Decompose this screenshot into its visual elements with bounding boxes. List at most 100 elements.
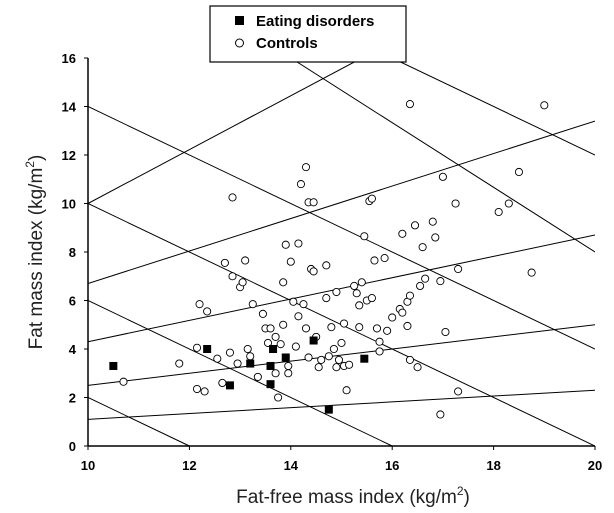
controls-point xyxy=(405,291,414,300)
y-axis-ticks: 0 2 4 6 8 10 12 14 16 xyxy=(62,51,88,454)
controls-point xyxy=(195,300,204,309)
controls-point xyxy=(281,240,290,249)
reference-line xyxy=(88,120,595,285)
controls-point xyxy=(253,372,262,381)
controls-point xyxy=(279,278,288,287)
controls-point xyxy=(301,163,311,172)
controls-point xyxy=(405,355,414,364)
controls-point xyxy=(200,387,209,396)
controls-point xyxy=(494,207,503,217)
controls-point xyxy=(218,378,227,388)
controls-point xyxy=(514,167,524,177)
eating-disorders-point xyxy=(266,380,275,389)
controls-point xyxy=(380,254,389,263)
controls-point xyxy=(367,194,376,203)
controls-point xyxy=(286,257,295,266)
controls-point xyxy=(451,199,460,208)
eating-disorders-point xyxy=(246,359,255,368)
controls-point xyxy=(246,352,255,361)
x-tick-label: 14 xyxy=(284,458,299,473)
controls-point xyxy=(279,320,288,329)
controls-point xyxy=(540,101,549,110)
eating-disorders-point xyxy=(203,345,212,353)
legend-box xyxy=(209,5,407,63)
controls-point xyxy=(322,294,331,303)
controls-point xyxy=(322,261,331,270)
controls-point xyxy=(248,300,257,309)
y-axis-label: Fat mass index (kg/m2) xyxy=(23,155,47,350)
x-tick-label: 20 xyxy=(588,458,602,473)
controls-point xyxy=(436,410,445,419)
eating-disorders-point xyxy=(109,361,118,370)
reference-line xyxy=(88,397,190,447)
controls-points xyxy=(119,100,549,419)
eating-disorders-points xyxy=(109,336,369,414)
controls-point xyxy=(284,369,293,378)
controls-point xyxy=(314,363,323,372)
reference-lines xyxy=(88,58,595,447)
controls-point xyxy=(431,233,440,242)
controls-point xyxy=(345,360,354,369)
controls-point xyxy=(284,361,293,371)
x-tick-label: 10 xyxy=(81,458,95,473)
controls-point xyxy=(413,363,422,372)
controls-point xyxy=(301,324,311,333)
controls-point xyxy=(332,287,341,297)
y-tick-label: 10 xyxy=(62,197,76,212)
controls-point xyxy=(454,387,463,396)
y-tick-label: 14 xyxy=(62,100,77,115)
reference-line xyxy=(88,58,363,204)
reference-line xyxy=(88,234,595,343)
legend-label-eating-disorders: Eating disorders xyxy=(256,13,374,30)
controls-point xyxy=(289,297,298,306)
controls-point xyxy=(276,340,285,349)
controls-point xyxy=(317,355,326,364)
reference-line xyxy=(88,324,595,386)
eating-disorders-point xyxy=(225,381,234,390)
controls-point xyxy=(428,217,437,226)
legend-circle-marker xyxy=(235,38,244,48)
controls-point xyxy=(403,321,412,331)
controls-point xyxy=(271,332,280,341)
controls-point xyxy=(410,221,420,230)
controls-point xyxy=(375,337,384,346)
controls-point xyxy=(454,264,463,274)
controls-point xyxy=(263,338,273,347)
controls-point xyxy=(398,229,407,238)
reference-line xyxy=(88,106,595,350)
controls-point xyxy=(367,294,376,303)
y-tick-label: 12 xyxy=(62,148,76,163)
controls-point xyxy=(405,100,414,109)
controls-point xyxy=(334,355,344,364)
controls-point xyxy=(274,393,283,402)
controls-point xyxy=(360,232,369,241)
controls-point xyxy=(258,309,267,318)
controls-point xyxy=(383,326,392,335)
controls-point xyxy=(421,274,430,283)
legend: Eating disorders Controls xyxy=(209,5,407,63)
controls-point xyxy=(327,323,336,332)
reference-line xyxy=(88,300,393,447)
controls-point xyxy=(192,384,202,394)
y-tick-label: 6 xyxy=(69,294,76,309)
legend-square-marker xyxy=(235,16,244,25)
controls-point xyxy=(238,278,247,287)
controls-point xyxy=(213,354,222,363)
reference-line xyxy=(88,389,595,420)
controls-point xyxy=(309,267,318,276)
controls-point xyxy=(266,324,275,333)
y-tick-label: 4 xyxy=(69,342,77,357)
y-tick-label: 16 xyxy=(62,51,76,66)
controls-point xyxy=(225,348,235,357)
controls-point xyxy=(243,344,252,354)
controls-point xyxy=(352,289,361,298)
controls-point xyxy=(241,256,250,265)
eating-disorders-point xyxy=(266,361,275,370)
controls-point xyxy=(271,369,280,378)
x-tick-label: 18 xyxy=(486,458,500,473)
controls-point xyxy=(233,359,242,368)
controls-point xyxy=(350,281,359,291)
controls-point xyxy=(294,312,303,321)
controls-point xyxy=(436,277,445,286)
